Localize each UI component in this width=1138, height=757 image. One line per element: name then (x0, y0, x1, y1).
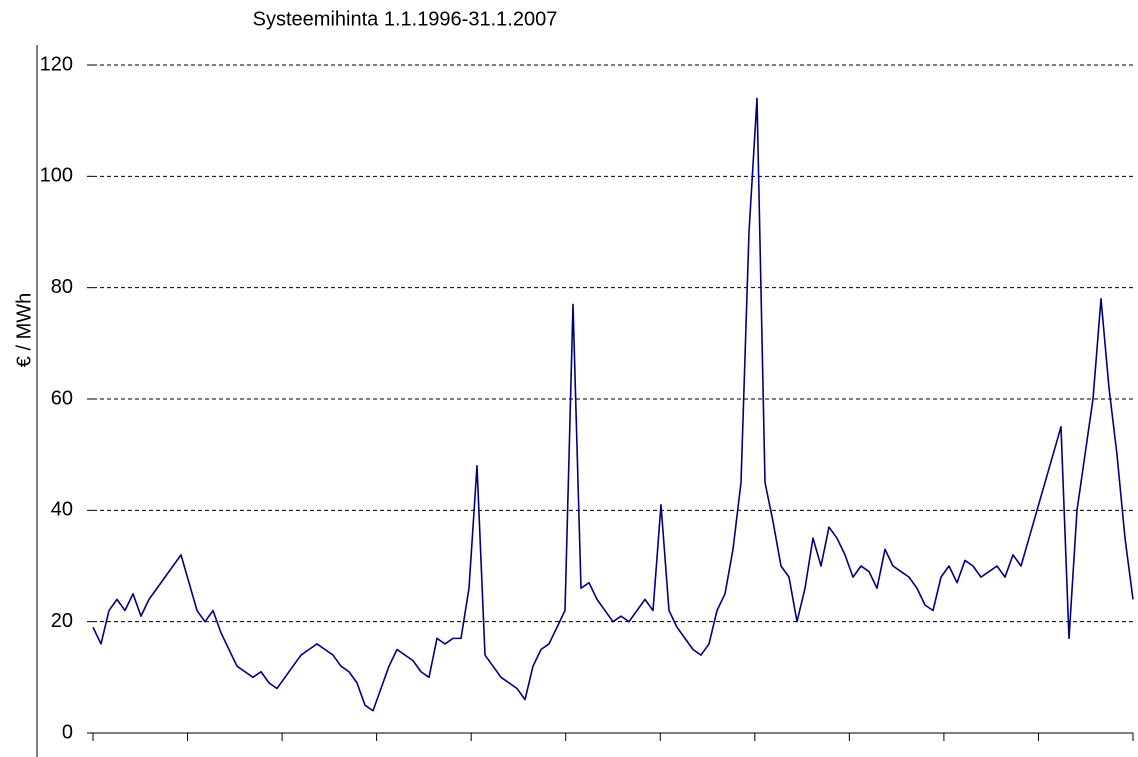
y-tick-label: 120 (40, 53, 73, 75)
y-tick-label: 60 (51, 387, 73, 409)
y-tick-label: 100 (40, 165, 73, 187)
y-tick-label: 40 (51, 499, 73, 521)
y-tick-label: 0 (62, 721, 73, 743)
y-tick-label: 20 (51, 610, 73, 632)
price-line (92, 97, 1134, 712)
y-axis-label: € / MWh (13, 293, 35, 367)
y-tick-label: 80 (51, 276, 73, 298)
chart-title: Systeemihinta 1.1.1996-31.1.2007 (253, 8, 558, 30)
